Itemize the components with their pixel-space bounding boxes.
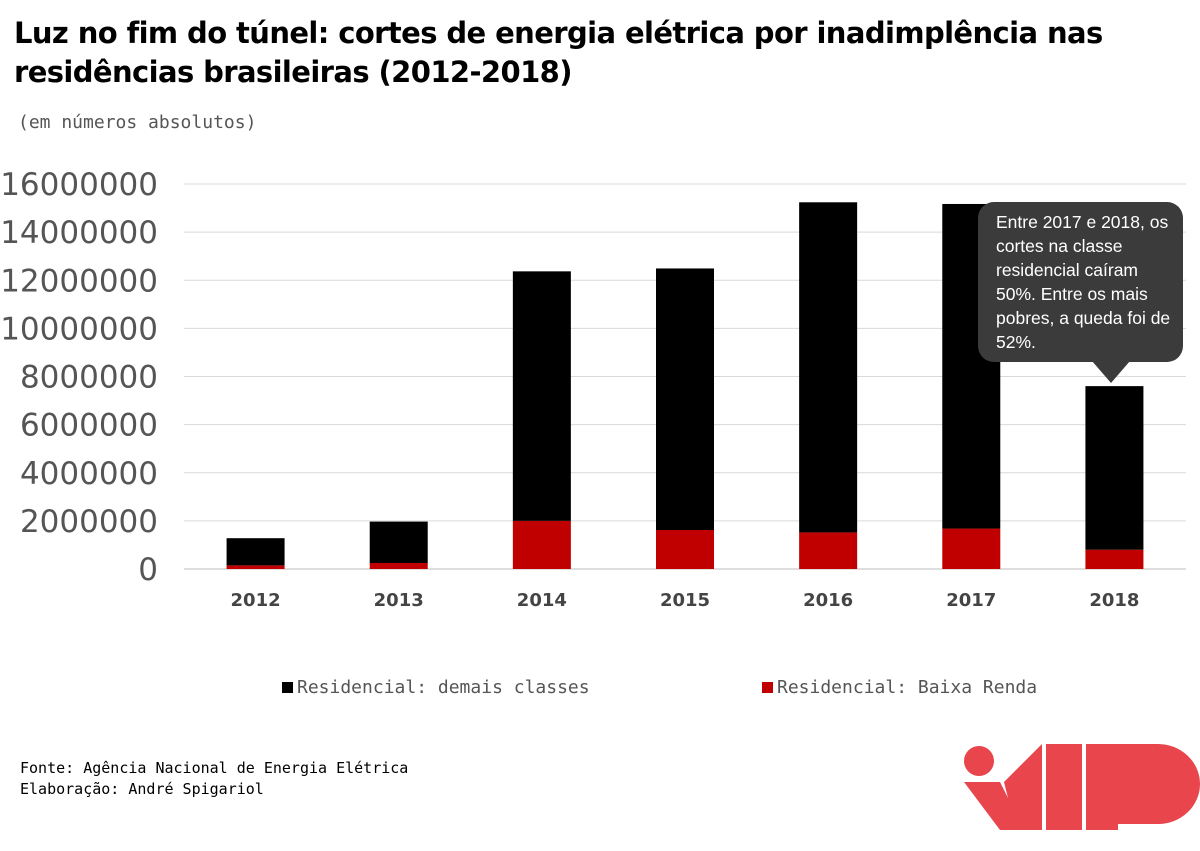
bars: [226, 202, 1144, 569]
y-tick-label: 4000000: [20, 456, 158, 492]
x-tick-label: 2016: [803, 590, 853, 611]
bar-demais-classes-2012: [226, 538, 285, 566]
x-tick-label: 2015: [660, 590, 710, 611]
bar-baixa-renda-2015: [656, 530, 714, 569]
bar-demais-classes-2014: [512, 271, 571, 521]
bar-demais-classes-2015: [656, 268, 714, 531]
imp-logo-icon: [964, 744, 1200, 830]
y-tick-label: 14000000: [0, 215, 158, 251]
y-tick-label: 10000000: [0, 311, 158, 347]
chart-subtitle: (em números absolutos): [18, 112, 257, 133]
author-line: Elaboração: André Spigariol: [20, 780, 264, 798]
bar-baixa-renda-2012: [226, 565, 285, 569]
bar-baixa-renda-2017: [942, 528, 1001, 569]
bar-baixa-renda-2014: [512, 520, 571, 569]
y-tick-label: 6000000: [20, 408, 158, 444]
x-tick-label: 2013: [374, 590, 424, 611]
x-tick-label: 2017: [946, 590, 996, 611]
source-line: Fonte: Agência Nacional de Energia Elétr…: [20, 759, 409, 777]
y-axis: 0 2000000 4000000 6000000 8000000 10000000 120…: [0, 167, 158, 588]
bar-baixa-renda-2016: [799, 532, 858, 569]
x-tick-label: 2012: [231, 590, 281, 611]
y-tick-label: 0: [138, 552, 158, 588]
source-credits: Fonte: Agência Nacional de Energia Elétr…: [20, 758, 408, 800]
legend-label-demais-classes: Residencial: demais classes: [297, 676, 590, 698]
legend-swatch-red: [762, 681, 773, 693]
bar-demais-classes-2018: [1085, 386, 1144, 550]
legend-item-baixa-renda: Residencial: Baixa Renda: [762, 675, 1037, 699]
callout-pointer: [1092, 361, 1130, 383]
x-tick-label: 2014: [517, 590, 567, 611]
legend-item-demais-classes: Residencial: demais classes: [282, 675, 590, 699]
bar-baixa-renda-2018: [1085, 549, 1144, 569]
y-tick-label: 8000000: [20, 360, 158, 396]
chart-title: Luz no fim do túnel: cortes de energia e…: [14, 16, 1103, 89]
legend-swatch-black: [282, 681, 293, 693]
y-tick-label: 12000000: [0, 263, 158, 299]
bar-demais-classes-2016: [799, 202, 858, 533]
y-tick-label: 16000000: [0, 167, 158, 203]
bar-demais-classes-2013: [369, 521, 428, 563]
bar-baixa-renda-2013: [369, 562, 428, 569]
y-tick-label: 2000000: [20, 504, 158, 540]
x-axis: 2012 2013 2014 2015 2016 2017 2018: [231, 590, 1140, 611]
x-tick-label: 2018: [1089, 590, 1139, 611]
annotation-callout: Entre 2017 e 2018, os cortes na classe r…: [978, 202, 1183, 362]
legend-label-baixa-renda: Residencial: Baixa Renda: [777, 676, 1038, 698]
